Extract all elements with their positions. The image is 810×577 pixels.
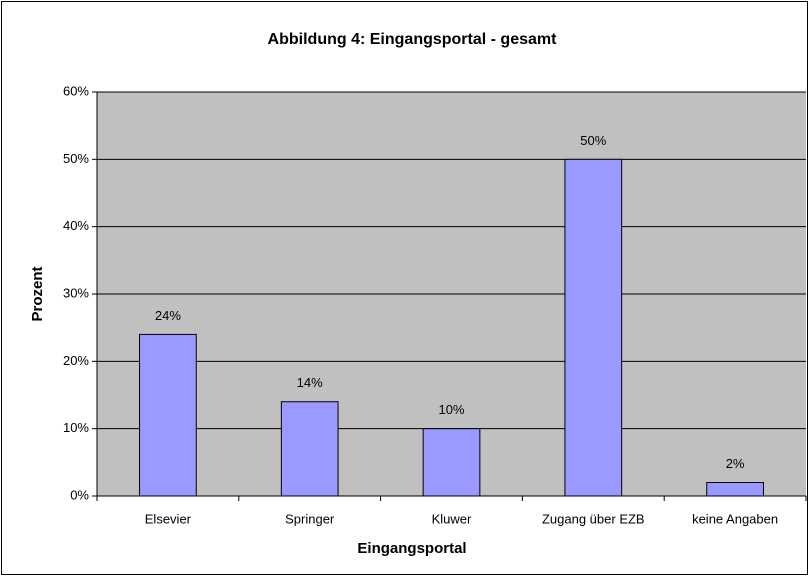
- y-tick-label: 40%: [63, 218, 89, 233]
- data-label: 14%: [297, 375, 323, 390]
- y-tick-label: 20%: [63, 353, 89, 368]
- bar: [422, 428, 481, 497]
- y-tick-label: 0%: [70, 487, 89, 502]
- bar: [139, 333, 197, 497]
- y-axis-title: Prozent: [29, 266, 46, 321]
- bar: [706, 482, 764, 497]
- bar: [564, 158, 623, 497]
- x-tick-label: Springer: [285, 511, 335, 526]
- x-tick-label: Zugang über EZB: [542, 511, 645, 526]
- x-tick-label: Kluwer: [432, 511, 472, 526]
- y-tick-label: 50%: [63, 151, 89, 166]
- x-tick-label: Elsevier: [145, 511, 192, 526]
- y-tick-label: 60%: [63, 83, 89, 98]
- data-label: 24%: [155, 308, 181, 323]
- bar: [280, 401, 339, 497]
- y-tick-label: 10%: [63, 420, 89, 435]
- data-label: 10%: [438, 402, 464, 417]
- x-axis-title: Eingangsportal: [357, 540, 466, 557]
- data-label: 2%: [726, 456, 745, 471]
- y-tick-label: 30%: [63, 285, 89, 300]
- data-label: 50%: [580, 133, 606, 148]
- x-tick-label: keine Angaben: [692, 511, 778, 526]
- chart-title: Abbildung 4: Eingangsportal - gesamt: [268, 31, 558, 48]
